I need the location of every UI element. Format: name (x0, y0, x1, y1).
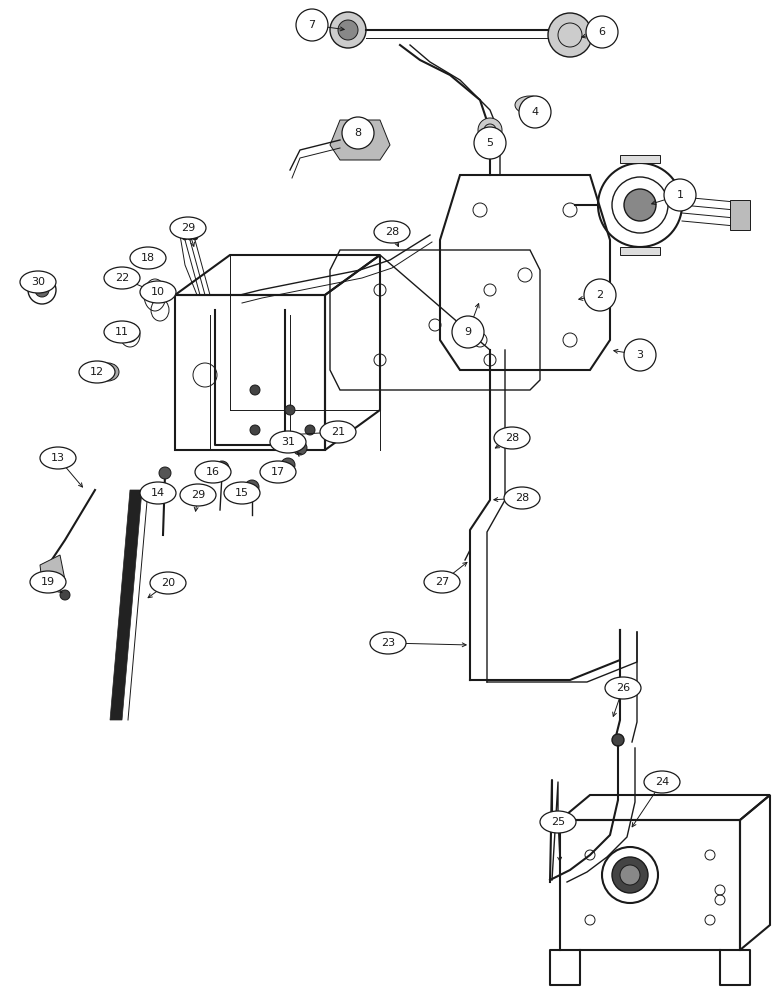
Ellipse shape (644, 771, 680, 793)
Text: 27: 27 (435, 577, 449, 587)
Polygon shape (730, 200, 750, 230)
Circle shape (192, 234, 198, 240)
Ellipse shape (140, 482, 176, 504)
Text: 4: 4 (531, 107, 538, 117)
Ellipse shape (270, 431, 306, 453)
Text: 8: 8 (354, 128, 362, 138)
Circle shape (285, 405, 295, 415)
Circle shape (664, 179, 696, 211)
Circle shape (293, 441, 307, 455)
Text: 7: 7 (308, 20, 316, 30)
Circle shape (548, 13, 592, 57)
Text: 15: 15 (235, 488, 249, 498)
Text: 26: 26 (616, 683, 630, 693)
Text: 5: 5 (487, 138, 494, 148)
Text: 28: 28 (515, 493, 529, 503)
Circle shape (478, 118, 502, 142)
Text: 13: 13 (51, 453, 65, 463)
Polygon shape (40, 555, 65, 590)
Ellipse shape (150, 572, 186, 594)
Text: 12: 12 (90, 367, 104, 377)
Ellipse shape (424, 571, 460, 593)
Circle shape (612, 857, 648, 893)
Ellipse shape (515, 96, 545, 114)
Ellipse shape (30, 571, 66, 593)
Ellipse shape (140, 281, 176, 303)
Text: 17: 17 (271, 467, 285, 477)
Ellipse shape (504, 487, 540, 509)
Circle shape (452, 316, 484, 348)
Circle shape (584, 279, 616, 311)
Ellipse shape (540, 811, 576, 833)
Circle shape (187, 234, 193, 240)
Text: 6: 6 (598, 27, 605, 37)
Text: 22: 22 (115, 273, 129, 283)
Circle shape (624, 189, 656, 221)
Ellipse shape (104, 267, 140, 289)
Circle shape (330, 12, 366, 48)
Circle shape (250, 425, 260, 435)
Text: 9: 9 (464, 327, 472, 337)
Ellipse shape (370, 632, 406, 654)
Ellipse shape (320, 421, 356, 443)
Text: 29: 29 (191, 490, 205, 500)
Text: 19: 19 (41, 577, 55, 587)
Circle shape (296, 9, 328, 41)
Text: 28: 28 (505, 433, 519, 443)
Text: 24: 24 (655, 777, 669, 787)
Circle shape (612, 734, 624, 746)
Text: 14: 14 (151, 488, 165, 498)
Text: 11: 11 (115, 327, 129, 337)
Circle shape (182, 234, 188, 240)
Circle shape (245, 480, 259, 494)
Ellipse shape (170, 217, 206, 239)
Text: 16: 16 (206, 467, 220, 477)
Circle shape (519, 96, 551, 128)
Ellipse shape (130, 247, 166, 269)
Text: 21: 21 (331, 427, 345, 437)
Ellipse shape (374, 221, 410, 243)
Ellipse shape (180, 484, 216, 506)
Text: 29: 29 (181, 223, 195, 233)
Polygon shape (330, 120, 390, 160)
Circle shape (159, 467, 171, 479)
Circle shape (60, 590, 70, 600)
Circle shape (624, 339, 656, 371)
Circle shape (586, 16, 618, 48)
Text: 20: 20 (161, 578, 175, 588)
Ellipse shape (20, 271, 56, 293)
Ellipse shape (97, 363, 119, 381)
Text: 28: 28 (385, 227, 399, 237)
Circle shape (342, 117, 374, 149)
Text: 2: 2 (597, 290, 604, 300)
Ellipse shape (494, 427, 530, 449)
Ellipse shape (79, 361, 115, 383)
Circle shape (215, 461, 229, 475)
Circle shape (281, 458, 295, 472)
Polygon shape (110, 490, 142, 720)
Circle shape (250, 385, 260, 395)
Text: 31: 31 (281, 437, 295, 447)
Text: 25: 25 (551, 817, 565, 827)
Ellipse shape (605, 677, 641, 699)
Ellipse shape (195, 461, 231, 483)
Ellipse shape (260, 461, 296, 483)
Polygon shape (620, 247, 660, 255)
Text: 10: 10 (151, 287, 165, 297)
Ellipse shape (40, 447, 76, 469)
Text: 18: 18 (141, 253, 155, 263)
Text: 30: 30 (31, 277, 45, 287)
Ellipse shape (104, 321, 140, 343)
Polygon shape (620, 155, 660, 163)
Circle shape (305, 425, 315, 435)
Text: 23: 23 (381, 638, 395, 648)
Text: 1: 1 (676, 190, 683, 200)
Text: 3: 3 (636, 350, 643, 360)
Ellipse shape (224, 482, 260, 504)
Circle shape (474, 127, 506, 159)
Circle shape (338, 20, 358, 40)
Circle shape (620, 865, 640, 885)
Circle shape (35, 283, 49, 297)
